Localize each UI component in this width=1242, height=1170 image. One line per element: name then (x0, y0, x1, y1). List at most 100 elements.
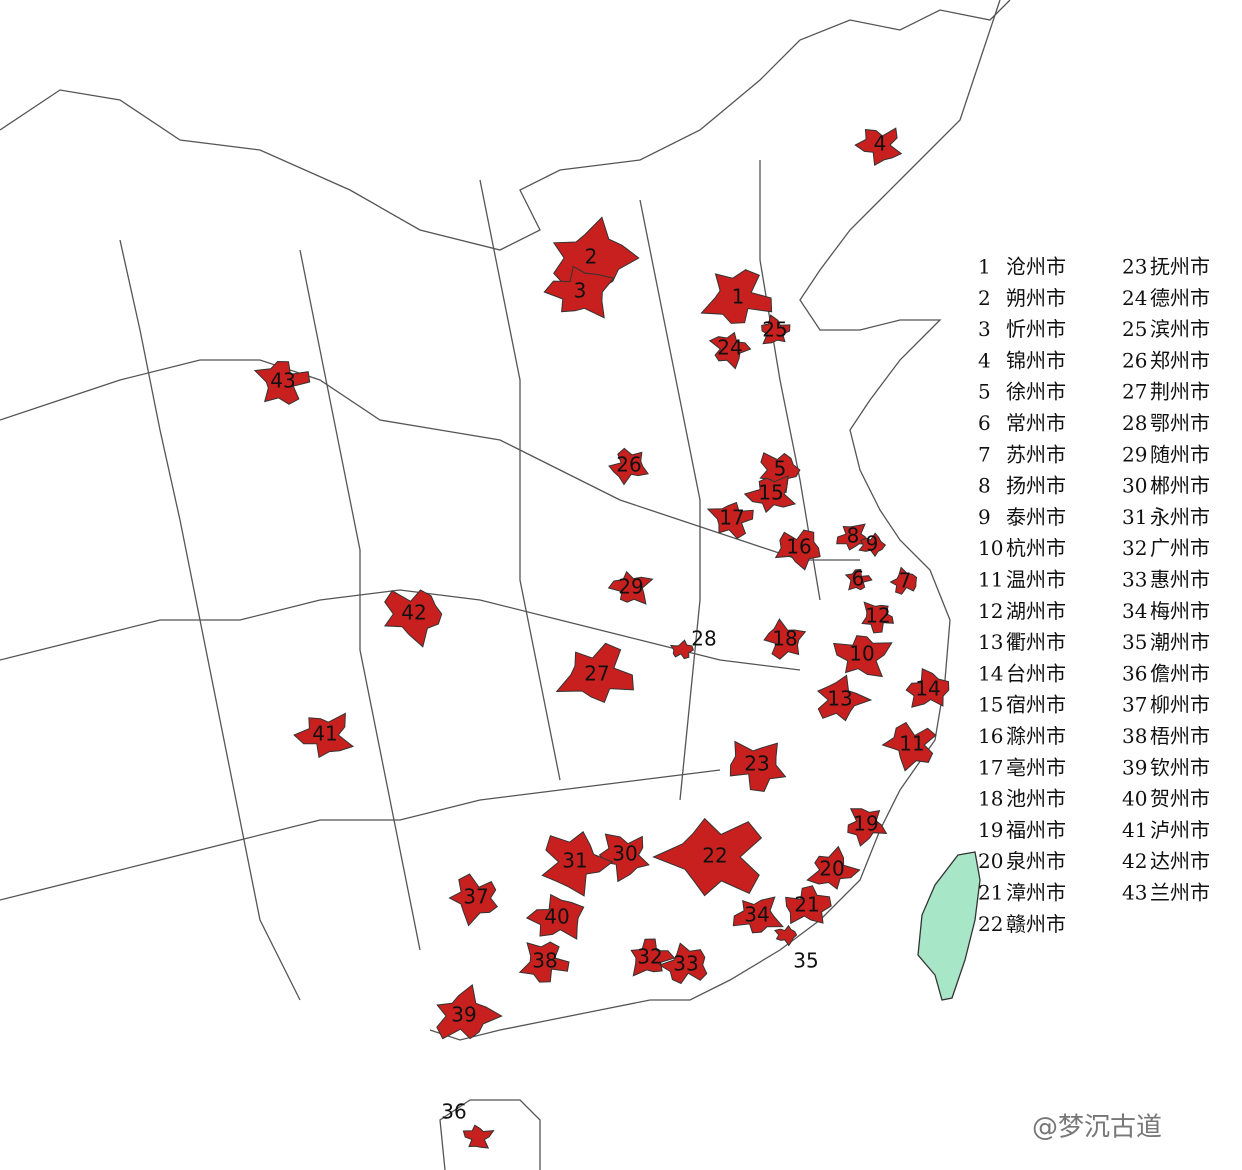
legend-name: 郴州市 (1150, 474, 1210, 498)
legend-number: 39 (1122, 755, 1147, 779)
legend-number: 35 (1122, 630, 1147, 654)
legend-number: 38 (1122, 724, 1147, 748)
region (253, 360, 311, 405)
legend-name: 广州市 (1150, 536, 1210, 560)
map-label: 14 (915, 677, 940, 701)
region (543, 265, 615, 319)
legend-name: 沧州市 (1006, 255, 1066, 279)
region (462, 1124, 495, 1149)
map-label: 17 (719, 506, 744, 530)
legend-name: 温州市 (1006, 568, 1066, 592)
map-label: 32 (637, 945, 662, 969)
region (700, 269, 773, 324)
legend-name: 福州市 (1006, 818, 1066, 842)
region (652, 817, 763, 897)
map-label: 28 (691, 627, 716, 651)
map-label: 29 (618, 575, 643, 599)
region (773, 924, 798, 947)
legend-number: 4 (978, 348, 991, 372)
map-label: 35 (793, 949, 818, 973)
map-label: 9 (866, 532, 879, 556)
regions (253, 127, 950, 1149)
region (669, 639, 695, 660)
legend-name: 滨州市 (1150, 317, 1210, 341)
legend-name: 漳州市 (1006, 881, 1066, 905)
map-label: 3 (574, 279, 587, 303)
map-label: 36 (441, 1100, 466, 1124)
map-label: 30 (612, 842, 637, 866)
legend-number: 36 (1122, 661, 1147, 685)
legend-name: 抚州市 (1150, 255, 1210, 279)
legend-number: 2 (978, 286, 991, 310)
legend-number: 12 (978, 599, 1003, 623)
legend-number: 20 (978, 849, 1003, 873)
legend-name: 忻州市 (1006, 317, 1066, 341)
map-label: 43 (270, 369, 295, 393)
legend-name: 亳州市 (1006, 755, 1066, 779)
legend-number: 30 (1122, 474, 1147, 498)
legend-number: 23 (1122, 255, 1147, 279)
map-label: 2 (585, 245, 598, 269)
legend-name: 惠州市 (1150, 568, 1210, 592)
legend-name: 赣州市 (1006, 912, 1066, 936)
legend-name: 扬州市 (1006, 474, 1066, 498)
legend-number: 1 (978, 255, 991, 279)
boundaries (0, 0, 1011, 1170)
region (847, 808, 888, 847)
legend-number: 17 (978, 755, 1003, 779)
region (761, 314, 791, 345)
legend-number: 26 (1122, 348, 1147, 372)
map-label: 25 (762, 318, 787, 342)
legend-name: 宿州市 (1006, 693, 1066, 717)
map-label: 42 (401, 601, 426, 625)
legend-number: 33 (1122, 568, 1147, 592)
region (806, 845, 861, 890)
legend-number: 40 (1122, 787, 1147, 811)
region (658, 942, 708, 985)
region (448, 873, 499, 927)
region (608, 447, 649, 486)
region (555, 642, 634, 704)
legend-name: 朔州市 (1006, 286, 1066, 310)
region (816, 674, 873, 722)
legend-name: 钦州市 (1150, 755, 1210, 779)
region (861, 601, 894, 634)
legend-number: 19 (978, 818, 1003, 842)
legend-name: 柳州市 (1150, 693, 1210, 717)
region (598, 833, 650, 883)
legend-name: 池州市 (1006, 787, 1066, 811)
legend-name: 梅州市 (1150, 599, 1210, 623)
taiwan (917, 851, 981, 1001)
map-label: 27 (584, 662, 609, 686)
region (525, 893, 585, 940)
legend-number: 21 (978, 881, 1003, 905)
legend-number: 6 (978, 411, 991, 435)
legend-number: 16 (978, 724, 1003, 748)
legend-number: 43 (1122, 881, 1147, 905)
map-label: 19 (853, 812, 878, 836)
region (905, 668, 950, 708)
map-label: 10 (849, 642, 874, 666)
legend-name: 永州市 (1150, 505, 1210, 529)
legend-name: 泰州市 (1006, 505, 1066, 529)
region (293, 712, 355, 759)
legend-name: 徐州市 (1006, 380, 1066, 404)
legend-name: 鄂州市 (1150, 411, 1210, 435)
legend-number: 15 (978, 693, 1003, 717)
legend-number: 42 (1122, 849, 1147, 873)
legend-name: 随州市 (1150, 442, 1210, 466)
legend-number: 5 (978, 380, 991, 404)
map-label: 6 (852, 567, 865, 591)
legend-number: 41 (1122, 818, 1147, 842)
legend-number: 27 (1122, 380, 1147, 404)
legend-name: 湖州市 (1006, 599, 1066, 623)
legend-number: 10 (978, 536, 1003, 560)
region (518, 941, 570, 983)
map-label: 24 (717, 336, 742, 360)
map-label: 15 (758, 481, 783, 505)
legend-name: 锦州市 (1006, 348, 1066, 372)
region (729, 740, 787, 792)
legend-name: 常州市 (1006, 411, 1066, 435)
region (881, 721, 937, 772)
